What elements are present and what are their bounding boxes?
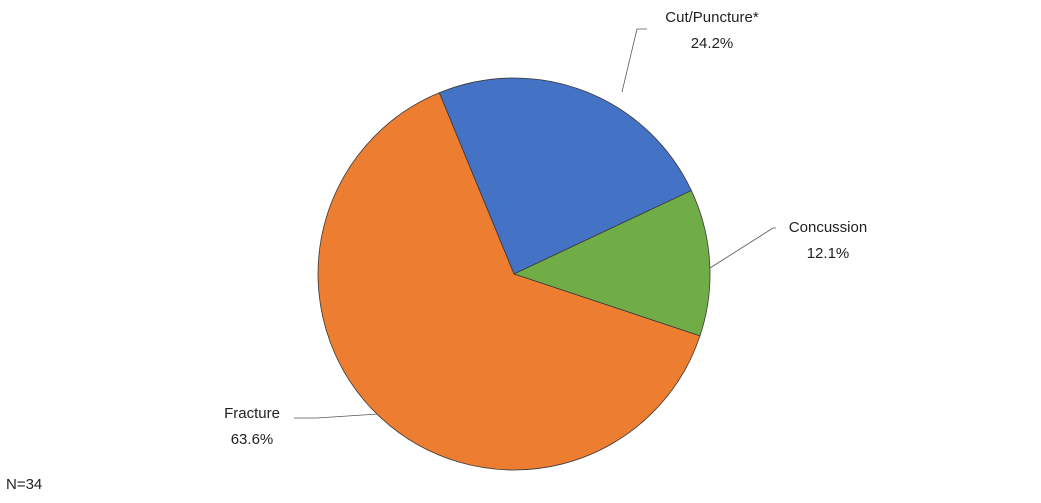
slice-category-label: Fracture [224,405,280,422]
pie-slice-concussion [512,190,711,337]
leader-line [294,413,379,419]
pie-slices [317,77,711,471]
leader-lines [294,28,776,419]
slice-category-label: Concussion [789,219,867,236]
sample-size-note: N=34 [6,476,43,493]
leader-line [621,28,647,93]
slice-percent-label: 63.6% [231,431,274,448]
slice-percent-label: 12.1% [807,245,850,262]
pie-slice-fracture [317,92,701,471]
leader-line [709,227,776,269]
data-labels: Cut/Puncture* 24.2% Concussion 12.1% Fractur… [224,9,867,448]
slice-percent-label: 24.2% [691,35,734,52]
pie-slice-cut-puncture [438,77,692,275]
slice-category-label: Cut/Puncture* [665,9,759,26]
